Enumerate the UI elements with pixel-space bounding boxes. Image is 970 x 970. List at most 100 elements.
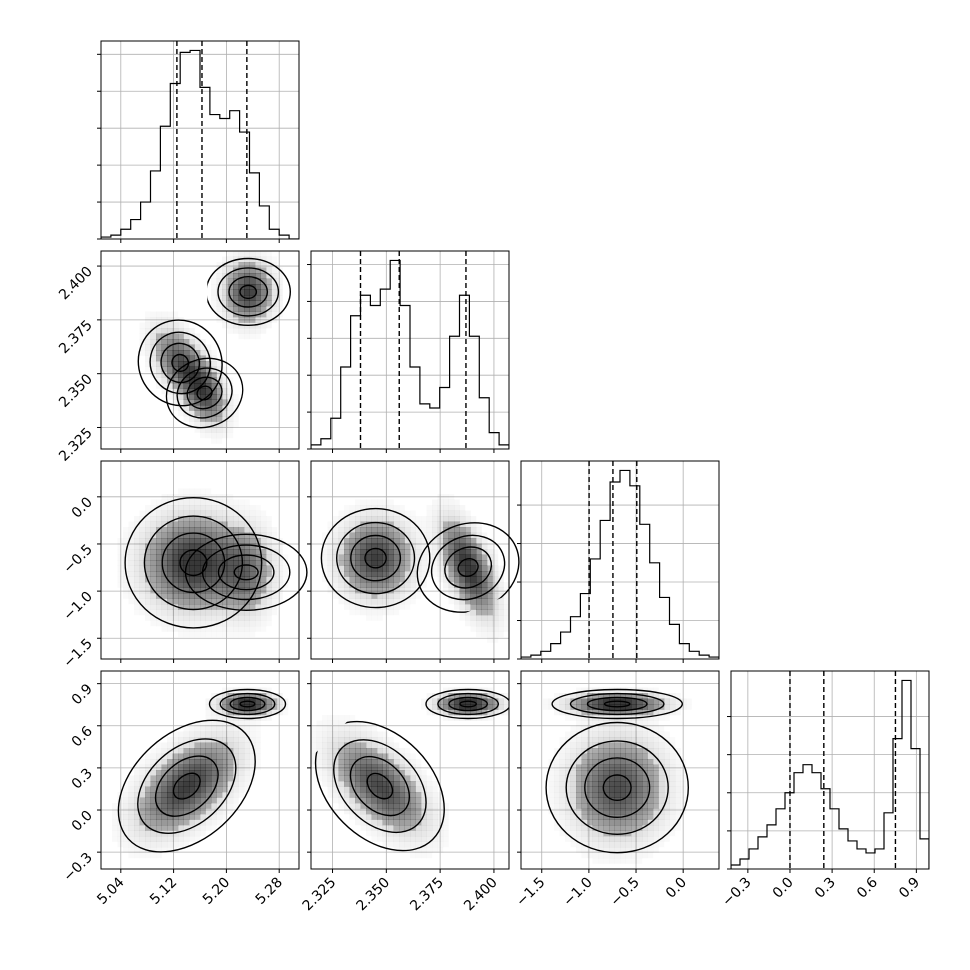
- density-cell: [238, 748, 245, 754]
- density-cell: [631, 847, 637, 853]
- density-cell: [205, 571, 212, 577]
- density-cell: [382, 538, 389, 544]
- density-cell: [145, 571, 151, 577]
- density-cell: [631, 792, 637, 798]
- density-cell: [382, 819, 389, 826]
- density-cell: [625, 753, 632, 760]
- density-cell: [427, 781, 433, 787]
- density-cell: [609, 836, 615, 842]
- density-cell: [178, 620, 184, 627]
- density-cell: [217, 494, 223, 500]
- density-cell: [150, 775, 157, 782]
- density-cell: [178, 549, 184, 555]
- density-cell: [194, 797, 201, 804]
- density-cell: [653, 775, 659, 782]
- density-cell: [576, 797, 582, 804]
- density-cell: [432, 830, 438, 837]
- density-cell: [211, 527, 217, 533]
- density-cell: [581, 819, 588, 826]
- density-cell: [183, 377, 190, 384]
- density-cell: [194, 499, 201, 506]
- density-cell: [448, 554, 455, 561]
- x-tick-label: 5.12: [147, 875, 180, 908]
- density-cell: [238, 709, 245, 716]
- density-cell: [492, 693, 499, 699]
- density-cell: [327, 753, 334, 760]
- density-cell: [266, 311, 272, 318]
- density-cell: [211, 820, 217, 826]
- density-cell: [647, 836, 654, 842]
- density-cell: [167, 786, 173, 793]
- density-cell: [410, 775, 416, 782]
- density-cell: [140, 853, 146, 859]
- density-cell: [576, 770, 582, 776]
- x-tick-label: 2.375: [407, 875, 447, 915]
- density-cell: [233, 394, 239, 400]
- contour-line: [217, 267, 280, 317]
- density-cell: [227, 715, 234, 721]
- density-cell: [205, 742, 212, 749]
- density-cell: [205, 803, 212, 809]
- density-cell: [167, 819, 173, 826]
- density-cell: [260, 554, 267, 561]
- density-cell: [216, 372, 223, 378]
- density-cell: [189, 742, 195, 749]
- density-cell: [244, 543, 250, 550]
- density-cell: [249, 289, 256, 296]
- density-cell: [178, 830, 184, 837]
- density-cell: [350, 715, 356, 721]
- density-cell: [167, 339, 173, 345]
- density-cell: [670, 820, 676, 826]
- density-cell: [156, 571, 162, 577]
- density-cell: [476, 565, 482, 572]
- density-cell: [404, 825, 411, 831]
- density-cell: [227, 792, 234, 798]
- contour-line: [335, 521, 416, 595]
- density-cell: [631, 803, 637, 809]
- density-cell: [377, 516, 383, 522]
- density-cell: [476, 620, 482, 627]
- density-cell: [134, 775, 140, 782]
- density-cell: [603, 847, 610, 853]
- density-cell: [200, 742, 206, 749]
- density-cell: [150, 516, 157, 522]
- density-cell: [449, 494, 455, 500]
- density-cell: [614, 742, 621, 749]
- density-cell: [481, 604, 488, 610]
- density-cell: [664, 781, 670, 787]
- density-cell: [377, 764, 383, 771]
- density-cell: [151, 500, 157, 506]
- density-cell: [582, 688, 588, 694]
- density-cell: [388, 610, 394, 616]
- density-cell: [271, 565, 278, 572]
- density-cell: [614, 770, 621, 776]
- density-cell: [614, 825, 621, 831]
- density-cell: [189, 615, 195, 621]
- density-cell: [327, 731, 334, 738]
- density-cell: [470, 549, 477, 555]
- panel-frame: [310, 460, 510, 660]
- density-cell: [554, 698, 560, 705]
- density-cell: [470, 587, 477, 594]
- density-cell: [471, 516, 477, 522]
- density-cell: [244, 538, 250, 544]
- density-cell: [260, 593, 267, 599]
- density-cell: [211, 803, 217, 809]
- density-cell: [189, 571, 195, 577]
- density-cell: [184, 323, 190, 329]
- density-cell: [448, 521, 455, 528]
- density-cell: [432, 516, 438, 522]
- density-cell: [156, 797, 162, 804]
- density-cell: [377, 825, 383, 831]
- density-cell: [404, 571, 411, 577]
- density-cell: [167, 333, 173, 340]
- density-cell: [189, 737, 195, 743]
- density-cell: [238, 278, 245, 285]
- density-cell: [211, 814, 217, 820]
- density-cell: [360, 510, 367, 517]
- density-cell: [255, 278, 261, 285]
- density-cell: [653, 847, 659, 853]
- density-cell: [161, 786, 168, 793]
- density-cell: [371, 593, 378, 599]
- density-cell: [393, 764, 400, 771]
